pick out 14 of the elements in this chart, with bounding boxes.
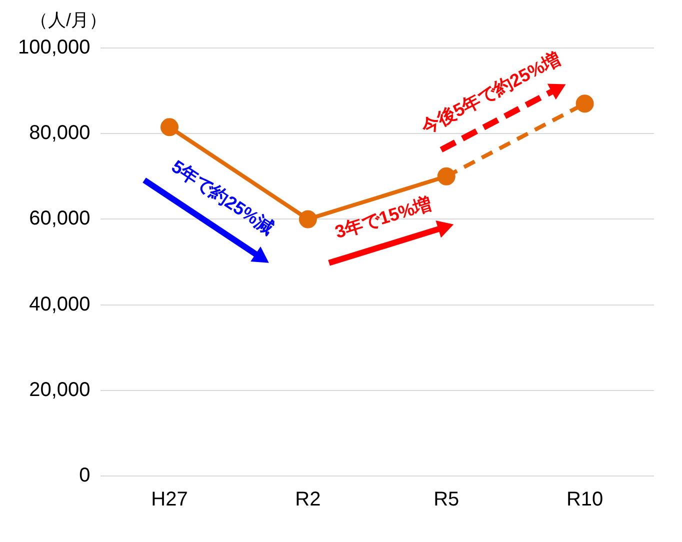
annotation: 今後5年で約25%増 xyxy=(416,48,564,138)
x-tick-label: R5 xyxy=(434,488,460,511)
y-tick-label: 60,000 xyxy=(29,208,90,230)
y-tick-label: 80,000 xyxy=(29,122,90,144)
y-tick-label: 20,000 xyxy=(29,378,90,401)
x-tick-label: H27 xyxy=(151,488,188,511)
y-axis-title: （人/月） xyxy=(30,10,108,30)
annotation: 3年で15%増 xyxy=(332,192,434,242)
y-tick-label: 40,000 xyxy=(29,293,90,316)
x-tick-label: R10 xyxy=(566,488,604,511)
y-tick-label: 100,000 xyxy=(18,36,90,59)
annotation: 5年で約25%減 xyxy=(168,156,278,238)
y-tick-label: 0 xyxy=(79,464,90,487)
x-tick-label: R2 xyxy=(295,488,321,511)
